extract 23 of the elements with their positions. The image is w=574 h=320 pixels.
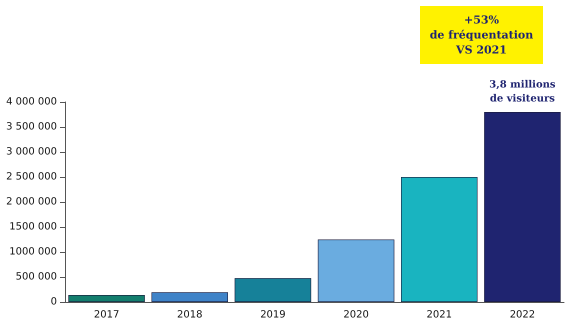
- y-tick-label: 2 000 000: [6, 196, 57, 208]
- x-tick-label: 2019: [260, 310, 286, 320]
- x-tick-label: 2018: [177, 310, 202, 320]
- bar: [151, 292, 228, 302]
- bar: [400, 177, 478, 302]
- x-tick-label: 2021: [426, 310, 452, 320]
- y-tick-label: 1000 000: [9, 246, 57, 258]
- x-tick-label: 2020: [343, 310, 369, 320]
- x-tick-label: 2022: [510, 310, 536, 320]
- y-tick-label: 3 500 000: [6, 122, 57, 132]
- bar: [234, 278, 312, 302]
- x-tick-label: 2017: [94, 310, 120, 320]
- y-tick-label: 1500 000: [9, 222, 57, 232]
- text: +53% de fréquentation VS 2021: [430, 14, 534, 56]
- y-tick-label: 4 000 000: [6, 96, 57, 108]
- bar: [484, 112, 561, 302]
- y-tick-label: 3 000 000: [6, 146, 57, 158]
- bar: [318, 240, 394, 302]
- y-tick-label: 500 000: [16, 272, 57, 282]
- bar: [68, 295, 145, 302]
- annotation: 3,8 millions de visiteurs: [489, 80, 556, 104]
- y-tick-label: 0: [50, 296, 57, 308]
- y-tick-label: 2 500 000: [6, 172, 57, 182]
